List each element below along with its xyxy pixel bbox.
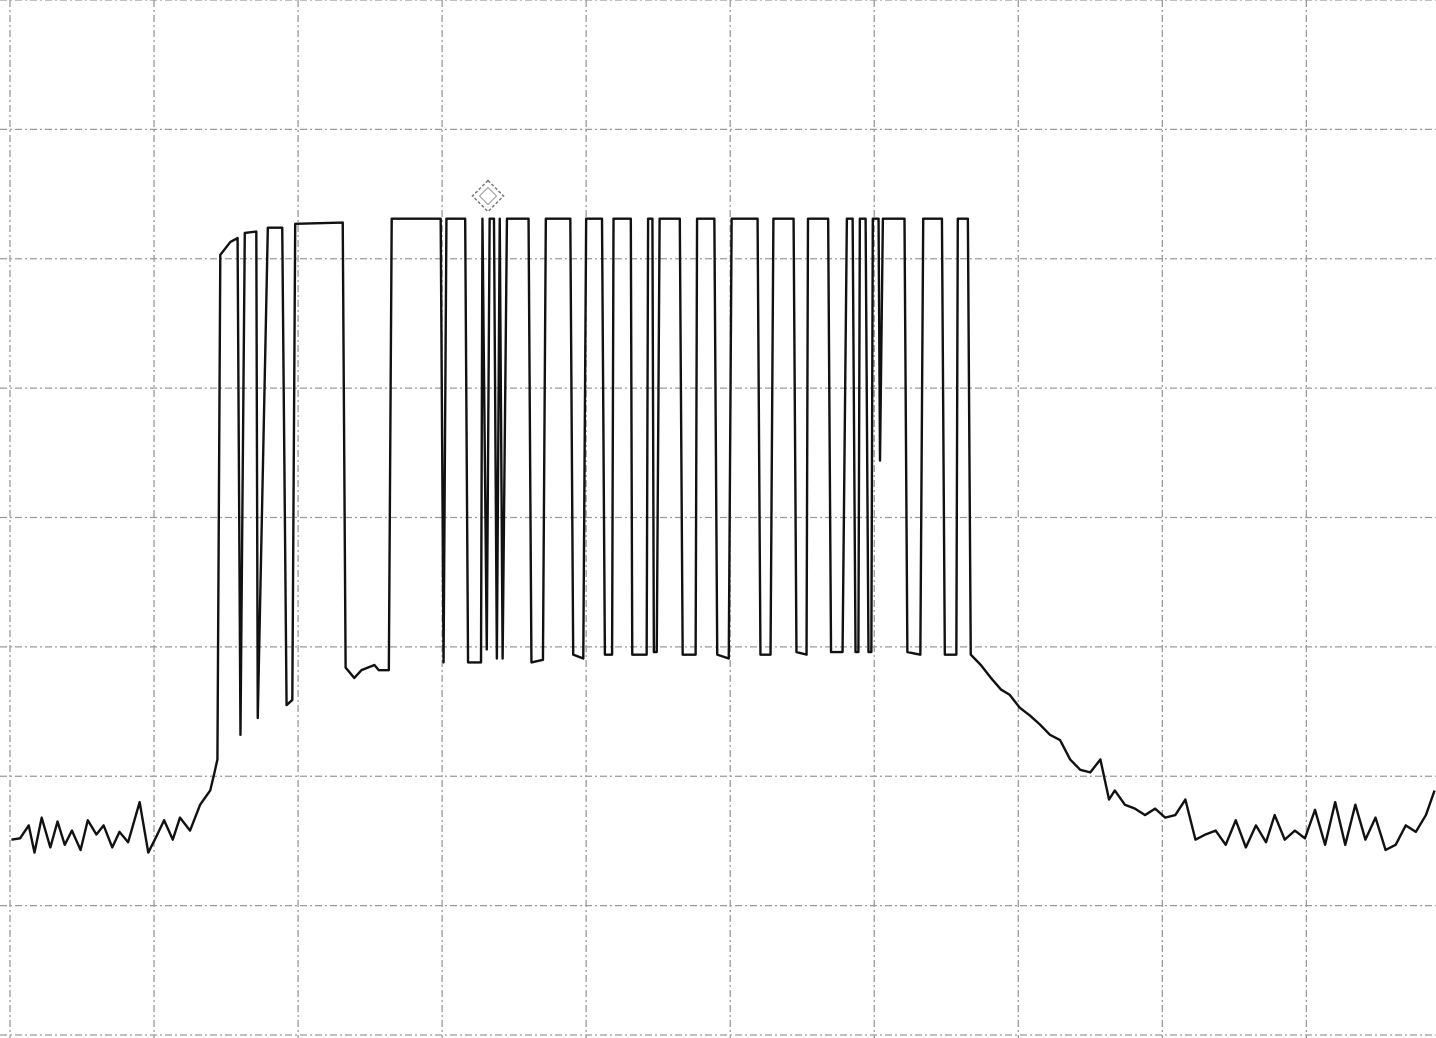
marker-diamond <box>471 179 505 213</box>
trace-line <box>11 217 1436 854</box>
plot-area <box>11 217 1436 854</box>
